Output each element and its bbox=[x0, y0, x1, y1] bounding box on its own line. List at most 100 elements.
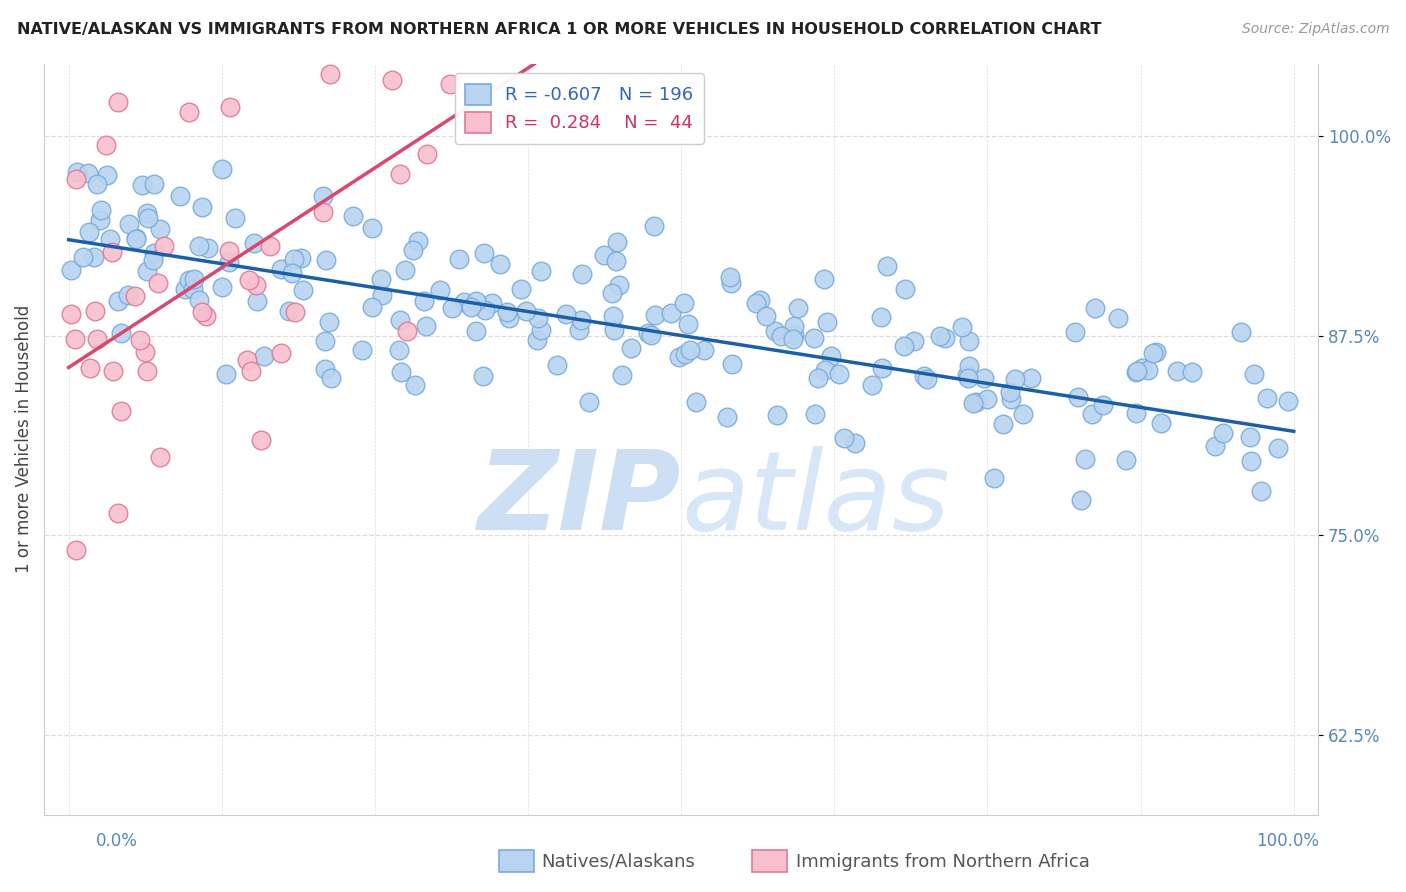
Point bbox=[134, 344, 156, 359]
Point bbox=[124, 289, 146, 303]
Point bbox=[568, 323, 591, 337]
Point bbox=[77, 225, 100, 239]
Point bbox=[1256, 391, 1278, 405]
Point bbox=[673, 347, 696, 361]
Point bbox=[188, 293, 211, 308]
Point bbox=[239, 364, 262, 378]
Point bbox=[973, 371, 995, 385]
Point bbox=[872, 360, 894, 375]
Point bbox=[498, 310, 520, 325]
Point bbox=[983, 471, 1005, 485]
Point bbox=[394, 263, 416, 277]
Point bbox=[319, 371, 342, 385]
Point bbox=[643, 219, 665, 234]
Point bbox=[381, 73, 404, 87]
Point bbox=[509, 282, 531, 296]
Point bbox=[110, 326, 132, 340]
Point bbox=[191, 200, 214, 214]
Point bbox=[416, 147, 439, 161]
Point bbox=[807, 371, 830, 385]
Point bbox=[676, 318, 699, 332]
Point bbox=[876, 259, 898, 273]
Text: ZIP: ZIP bbox=[478, 446, 681, 553]
Point bbox=[530, 264, 553, 278]
Point bbox=[1144, 345, 1167, 359]
Point bbox=[136, 211, 159, 225]
Point bbox=[526, 334, 548, 348]
Point bbox=[249, 433, 271, 447]
Point bbox=[763, 324, 786, 338]
Point bbox=[1067, 390, 1090, 404]
Point bbox=[820, 349, 842, 363]
Point bbox=[637, 326, 659, 340]
Point bbox=[766, 408, 789, 422]
Point bbox=[314, 362, 336, 376]
Point bbox=[745, 296, 768, 310]
Point bbox=[124, 231, 146, 245]
Point bbox=[769, 329, 792, 343]
Point bbox=[610, 368, 633, 383]
Point bbox=[135, 264, 157, 278]
Point bbox=[107, 506, 129, 520]
Point bbox=[659, 306, 682, 320]
Point bbox=[238, 272, 260, 286]
Point bbox=[1084, 301, 1107, 316]
Point bbox=[803, 331, 825, 345]
Point bbox=[441, 301, 464, 316]
Point bbox=[401, 243, 423, 257]
Point bbox=[136, 206, 159, 220]
Point bbox=[318, 315, 340, 329]
Point bbox=[128, 333, 150, 347]
Point bbox=[429, 283, 451, 297]
Point bbox=[100, 245, 122, 260]
Point bbox=[246, 293, 269, 308]
Point bbox=[606, 235, 628, 250]
Point bbox=[415, 319, 437, 334]
Point bbox=[447, 252, 470, 266]
Point bbox=[1011, 407, 1033, 421]
Point bbox=[65, 172, 87, 186]
Point bbox=[59, 263, 82, 277]
Y-axis label: 1 or more Vehicles in Household: 1 or more Vehicles in Household bbox=[15, 305, 32, 574]
Point bbox=[546, 359, 568, 373]
Point bbox=[640, 328, 662, 343]
Point bbox=[991, 417, 1014, 431]
Point bbox=[388, 167, 411, 181]
Point bbox=[1115, 452, 1137, 467]
Point bbox=[495, 304, 517, 318]
Point bbox=[928, 329, 950, 343]
Point bbox=[1070, 493, 1092, 508]
Point bbox=[456, 33, 478, 47]
Point bbox=[1081, 407, 1104, 421]
Point bbox=[894, 282, 917, 296]
Point bbox=[915, 372, 938, 386]
Point bbox=[283, 252, 305, 266]
Point bbox=[408, 234, 430, 248]
Point bbox=[149, 222, 172, 236]
Point bbox=[342, 210, 364, 224]
Point bbox=[678, 343, 700, 358]
Point bbox=[465, 293, 488, 308]
Point bbox=[803, 407, 825, 421]
Point bbox=[236, 353, 259, 368]
Point bbox=[957, 334, 980, 349]
Point bbox=[142, 252, 165, 267]
Point bbox=[962, 396, 984, 410]
Point bbox=[183, 271, 205, 285]
Point bbox=[755, 309, 778, 323]
Point bbox=[1166, 363, 1188, 377]
Point bbox=[79, 360, 101, 375]
Point bbox=[195, 309, 218, 323]
Point bbox=[1125, 406, 1147, 420]
Point bbox=[605, 253, 627, 268]
Point bbox=[72, 251, 94, 265]
Point bbox=[292, 284, 315, 298]
Point bbox=[142, 246, 165, 260]
Point bbox=[413, 294, 436, 309]
Point bbox=[1212, 426, 1234, 441]
Point bbox=[1107, 311, 1129, 326]
Text: Immigrants from Northern Africa: Immigrants from Northern Africa bbox=[796, 853, 1090, 871]
Point bbox=[673, 295, 696, 310]
Point bbox=[124, 231, 146, 245]
Point bbox=[370, 272, 392, 286]
